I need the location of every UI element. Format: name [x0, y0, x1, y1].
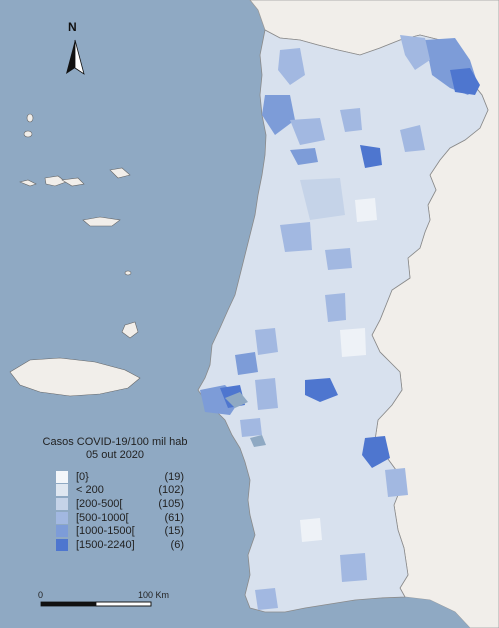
district-patches	[200, 35, 480, 610]
legend-range: [1500-2240]	[76, 538, 135, 551]
legend-row: [1500-2240] (6)	[56, 538, 200, 552]
north-label: N	[68, 20, 77, 34]
legend-row: < 200 (102)	[56, 484, 200, 498]
legend-swatch	[56, 525, 68, 538]
madeira-islands	[9, 321, 141, 397]
azores-islands	[19, 113, 132, 276]
legend-subtitle: 05 out 2020	[85, 449, 145, 461]
sea-gulf	[395, 597, 470, 628]
north-arrow-icon	[66, 39, 85, 75]
legend-range: [0}	[76, 470, 89, 483]
legend-range: [500-1000[	[76, 511, 129, 524]
legend-swatch	[56, 511, 68, 524]
legend-row: [500-1000[ (61)	[56, 511, 200, 525]
legend-rows: [0} (19) < 200 (102) [200-500[ (105) [50…	[56, 470, 200, 552]
legend-count: (102)	[158, 484, 184, 497]
legend-swatch	[56, 470, 68, 483]
legend-count: (19)	[164, 470, 184, 483]
scale-start-label: 0	[38, 590, 44, 600]
legend-row: [200-500[ (105)	[56, 497, 200, 511]
sado-estuary	[250, 435, 266, 447]
legend-range: [1000-1500[	[76, 525, 135, 538]
legend-count: (6)	[170, 538, 184, 551]
tagus-estuary	[225, 392, 248, 408]
legend-swatch	[56, 497, 68, 510]
portugal-land	[197, 29, 489, 613]
legend-count: (105)	[158, 497, 184, 510]
legend: Casos COVID-19/100 mil hab 05 out 2020 […	[30, 436, 200, 552]
legend-title: Casos COVID-19/100 mil hab	[42, 436, 188, 448]
legend-row: [0} (19)	[56, 470, 200, 484]
legend-range: [200-500[	[76, 497, 123, 510]
legend-count: (61)	[164, 511, 184, 524]
legend-range: < 200	[76, 484, 104, 497]
legend-row: [1000-1500[ (15)	[56, 524, 200, 538]
scale-end-label: 100 Km	[138, 590, 170, 600]
scale-bar	[40, 601, 152, 607]
legend-swatch	[56, 538, 68, 551]
legend-count: (15)	[164, 525, 184, 538]
legend-swatch	[56, 484, 68, 497]
